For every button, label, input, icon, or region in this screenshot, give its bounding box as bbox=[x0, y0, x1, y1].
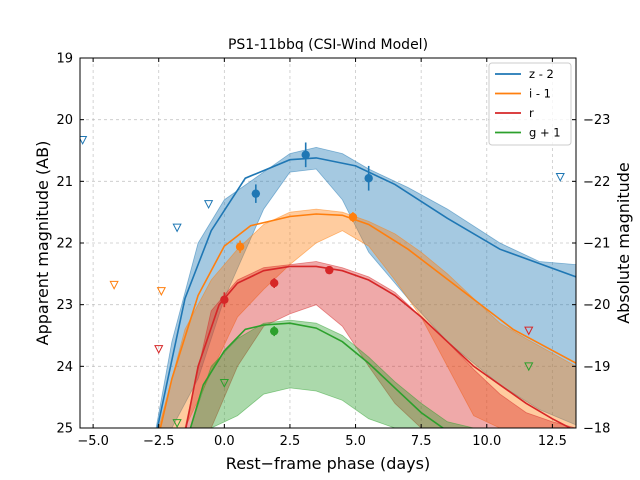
y-tick-label: 23 bbox=[56, 298, 73, 313]
y-tick-label: 20 bbox=[56, 113, 73, 128]
detection-point-i-1 bbox=[235, 242, 245, 251]
y-tick-label: 19 bbox=[56, 52, 73, 67]
x-tick-label: 10.0 bbox=[472, 434, 501, 449]
y-right-tick-label: −18 bbox=[583, 422, 610, 437]
x-tick-label: 12.5 bbox=[538, 434, 567, 449]
x-tick-label: 5.0 bbox=[345, 434, 366, 449]
detection-point-g-1 bbox=[270, 326, 279, 336]
y-tick-label: 21 bbox=[56, 175, 73, 190]
upper-limit-g-1 bbox=[219, 378, 229, 388]
upper-limit-z-2 bbox=[172, 223, 182, 233]
y-right-tick-label: −20 bbox=[583, 298, 610, 313]
uncertainty-bands bbox=[155, 146, 576, 428]
x-tick-label: 2.5 bbox=[280, 434, 301, 449]
legend-label-i-1: i - 1 bbox=[529, 87, 551, 101]
data-points bbox=[80, 136, 565, 428]
upper-limit-i-1 bbox=[109, 280, 119, 290]
x-tick-label: 0.0 bbox=[214, 434, 235, 449]
x-tick-label: −2.5 bbox=[143, 434, 175, 449]
x-axis-title: Rest−frame phase (days) bbox=[226, 454, 430, 473]
upper-limit-g-1 bbox=[524, 362, 534, 372]
axis-ticks: −5.0 −2.5 0.0 2.5 5.0 7.5 10.0 12.5 19 20 21 22 23 24… bbox=[56, 52, 610, 450]
legend-label-g-1: g + 1 bbox=[529, 126, 561, 140]
band-i-1 bbox=[158, 208, 576, 428]
chart-title: PS1-11bbq (CSI-Wind Model) bbox=[228, 37, 428, 53]
detection-point-r bbox=[270, 278, 279, 288]
detection-point-r bbox=[325, 265, 334, 275]
x-tick-label: 7.5 bbox=[411, 434, 432, 449]
model-line-i-1 bbox=[159, 213, 576, 428]
band-z-2 bbox=[155, 146, 576, 428]
detection-point-r bbox=[220, 295, 229, 304]
y-tick-label: 25 bbox=[56, 422, 73, 437]
upper-limit-z-2 bbox=[555, 173, 565, 182]
detection-point-z-2 bbox=[301, 150, 310, 160]
upper-limit-r bbox=[524, 326, 534, 336]
model-lines bbox=[156, 157, 576, 428]
x-tick-label: −5.0 bbox=[77, 434, 109, 449]
y-right-tick-label: −21 bbox=[583, 237, 610, 252]
y-axis-title-right: Absolute magnitude bbox=[614, 162, 633, 324]
legend-frame bbox=[488, 62, 572, 146]
upper-limit-i-1 bbox=[156, 287, 166, 296]
detection-point-i-1 bbox=[348, 212, 358, 222]
model-line-g-1 bbox=[189, 322, 445, 428]
legend: z - 2 i - 1 r g + 1 bbox=[488, 62, 572, 146]
model-line-r bbox=[185, 265, 572, 428]
upper-limit-g-1 bbox=[172, 419, 182, 428]
upper-limit-z-2 bbox=[80, 136, 88, 145]
y-tick-label: 22 bbox=[56, 237, 73, 252]
detection-point-z-2 bbox=[251, 189, 261, 198]
detection-point-z-2 bbox=[364, 174, 373, 183]
legend-label-r: r bbox=[529, 106, 534, 120]
band-g-1 bbox=[189, 319, 474, 428]
y-right-tick-label: −22 bbox=[583, 175, 610, 190]
y-right-tick-label: −23 bbox=[583, 113, 610, 128]
y-axis-title: Apparent magnitude (AB) bbox=[33, 141, 52, 346]
y-tick-label: 24 bbox=[56, 360, 73, 375]
model-line-z-2 bbox=[156, 157, 576, 428]
upper-limit-r bbox=[154, 345, 164, 354]
legend-label-z-2: z - 2 bbox=[529, 67, 554, 81]
upper-limit-z-2 bbox=[203, 200, 214, 210]
y-right-tick-label: −19 bbox=[583, 360, 610, 375]
band-r bbox=[184, 261, 576, 428]
